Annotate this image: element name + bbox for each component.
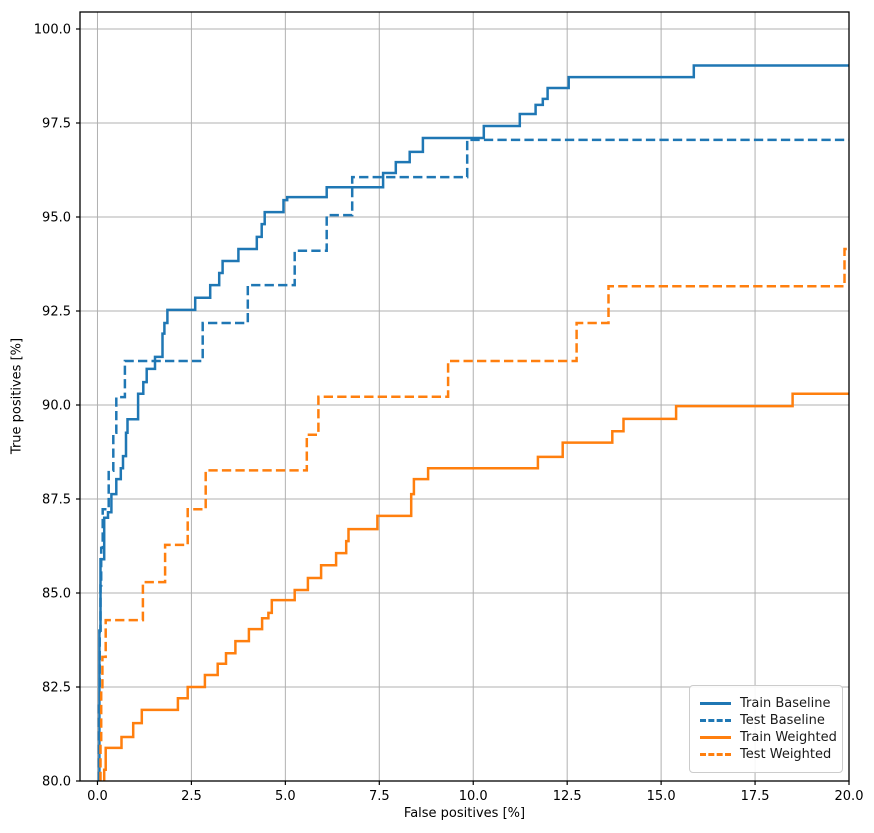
tick-marks — [76, 28, 850, 785]
legend-label-test-weighted: Test Weighted — [740, 747, 832, 762]
x-tick-label: 15.0 — [647, 789, 676, 804]
x-tick-label: 12.5 — [553, 789, 582, 804]
train-baseline-line — [98, 64, 849, 781]
x-tick-label: 2.5 — [181, 789, 202, 804]
y-tick-label: 82.5 — [42, 680, 71, 695]
x-tick-label: 10.0 — [459, 789, 488, 804]
x-axis-label: False positives [%] — [403, 806, 526, 821]
y-tick-label: 85.0 — [42, 586, 71, 601]
tick-labels: 0.0 2.5 5.0 7.5 10.0 12.5 15.0 17.5 20.0 80.0 82.5… — [34, 22, 864, 804]
y-tick-label: 100.0 — [34, 22, 71, 37]
y-axis-label: True positives [%] — [9, 337, 25, 455]
test-baseline-line-sample-icon — [700, 719, 731, 722]
legend-item-train-baseline: Train Baseline — [700, 695, 832, 712]
grid-lines — [80, 12, 850, 782]
test-baseline-line — [97, 138, 849, 781]
train-baseline-line-sample-icon — [700, 702, 731, 705]
y-tick-label: 97.5 — [42, 116, 71, 131]
train-weighted-line-sample-icon — [700, 736, 731, 739]
test-weighted-line — [99, 247, 849, 781]
plot-border — [79, 11, 850, 782]
x-tick-label: 5.0 — [275, 789, 296, 804]
y-tick-label: 92.5 — [42, 304, 71, 319]
y-tick-label: 87.5 — [42, 492, 71, 507]
series-group — [97, 64, 849, 781]
legend-item-test-baseline: Test Baseline — [700, 712, 832, 729]
test-weighted-line-sample-icon — [700, 753, 731, 756]
y-tick-label: 95.0 — [42, 210, 71, 225]
legend-item-train-weighted: Train Weighted — [700, 729, 837, 746]
x-tick-label: 7.5 — [369, 789, 390, 804]
x-tick-label: 0.0 — [87, 789, 108, 804]
train-weighted-line — [102, 392, 849, 781]
x-tick-label: 20.0 — [835, 789, 864, 804]
legend-label-train-baseline: Train Baseline — [740, 696, 831, 711]
y-tick-label: 80.0 — [42, 775, 71, 790]
legend-label-test-baseline: Test Baseline — [740, 713, 825, 728]
legend-item-test-weighted: Test Weighted — [700, 746, 832, 763]
x-tick-label: 17.5 — [741, 789, 770, 804]
y-tick-label: 90.0 — [42, 398, 71, 413]
legend-label-train-weighted: Train Weighted — [740, 730, 837, 745]
legend: Train Baseline Test Baseline Train Weigh… — [689, 685, 843, 773]
